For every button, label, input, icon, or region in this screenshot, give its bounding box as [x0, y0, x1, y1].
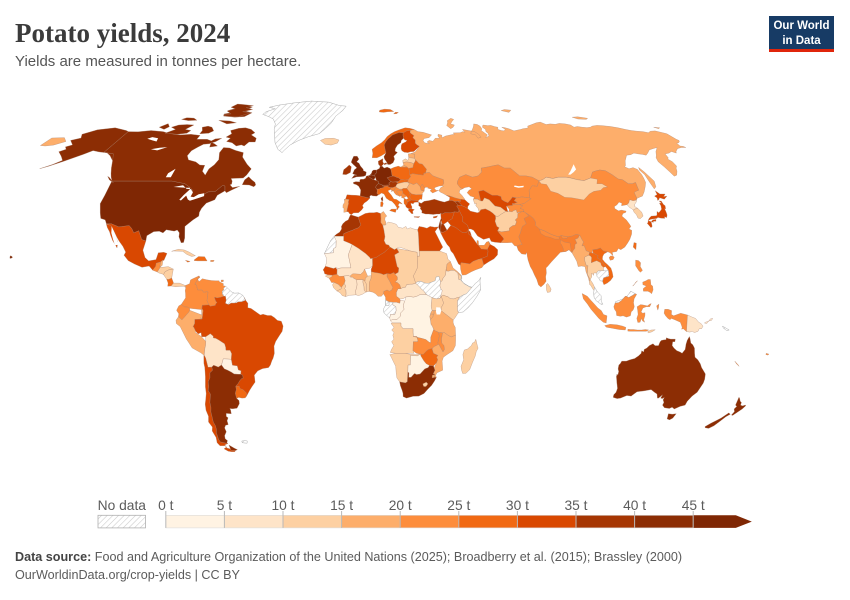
svg-text:25 t: 25 t — [447, 498, 470, 513]
svg-text:35 t: 35 t — [564, 498, 587, 513]
svg-text:5 t: 5 t — [217, 498, 233, 513]
svg-text:45 t: 45 t — [682, 498, 705, 513]
svg-text:20 t: 20 t — [389, 498, 412, 513]
svg-text:No data: No data — [98, 498, 147, 513]
svg-text:0 t: 0 t — [158, 498, 174, 513]
svg-text:15 t: 15 t — [330, 498, 353, 513]
svg-text:40 t: 40 t — [623, 498, 646, 513]
svg-text:30 t: 30 t — [506, 498, 529, 513]
svg-text:10 t: 10 t — [271, 498, 294, 513]
